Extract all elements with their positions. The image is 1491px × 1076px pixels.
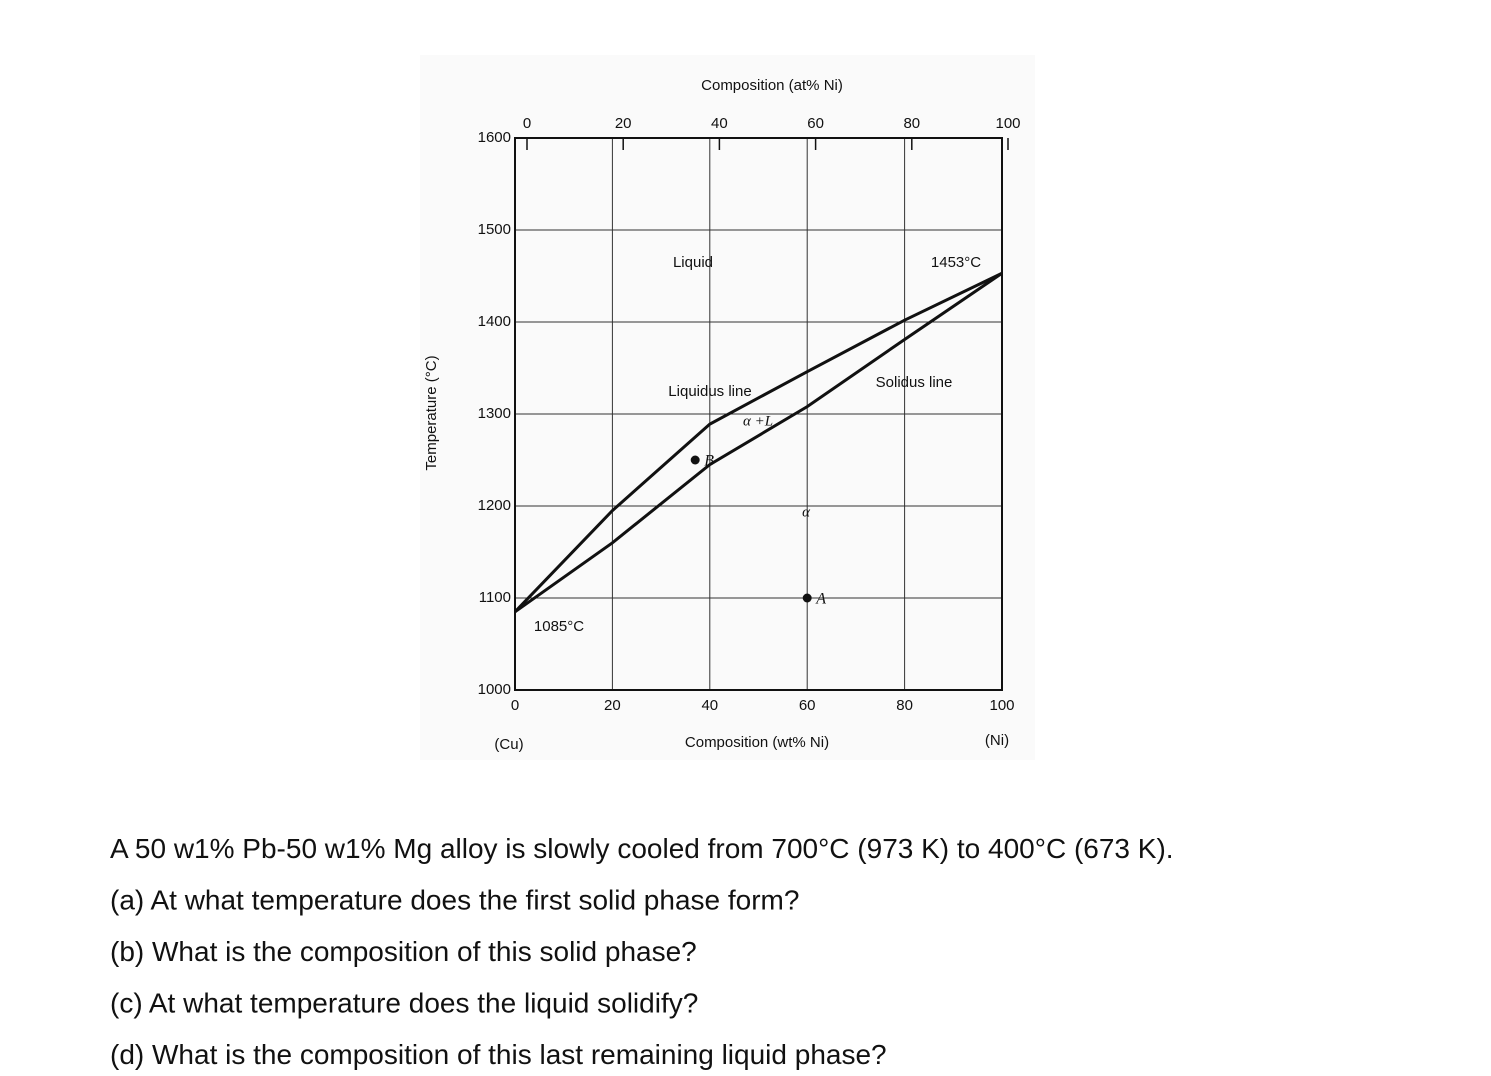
point [690, 455, 700, 465]
series-label: Solidus line [876, 374, 953, 391]
x-tick-label: 60 [799, 697, 816, 714]
annotation: α +L [743, 413, 773, 429]
chart-title: Composition (at% Ni) [701, 77, 843, 94]
question-line: (c) At what temperature does the liquid … [110, 988, 698, 1019]
x2-tick-label: 100 [995, 115, 1020, 132]
x2-tick-label: 40 [711, 115, 728, 132]
x2-tick-label: 60 [807, 115, 824, 132]
y-tick-label: 1400 [478, 313, 511, 330]
point [802, 593, 812, 603]
y-tick-label: 1600 [478, 129, 511, 146]
question-line: A 50 w1% Pb-50 w1% Mg alloy is slowly co… [110, 833, 1174, 864]
y-tick-label: 1500 [478, 221, 511, 238]
x2-tick-label: 0 [523, 115, 531, 132]
y-tick-label: 1100 [479, 589, 511, 606]
annotation: α [802, 504, 811, 520]
point-label: B [704, 453, 714, 470]
phase-line [514, 271, 1003, 614]
y-tick-label: 1000 [478, 681, 511, 698]
x-tick-label: 0 [511, 697, 519, 714]
x2-tick-label: 80 [903, 115, 920, 132]
annotation: 1085°C [534, 618, 584, 635]
y-tick-label: 1200 [478, 497, 511, 514]
y-axis-label: Temperature (°C) [423, 355, 440, 470]
x-axis-label: Composition (wt% Ni) [685, 734, 829, 751]
annotation: (Cu) [494, 736, 523, 753]
chart-background [420, 55, 1035, 760]
phase-line [513, 271, 1003, 613]
plot-frame [514, 137, 1003, 691]
annotation: 1453°C [931, 254, 981, 271]
x-tick-label: 40 [701, 697, 718, 714]
x-tick-label: 100 [989, 697, 1014, 714]
question-line: (a) At what temperature does the first s… [110, 885, 799, 916]
x2-tick-label: 20 [615, 115, 632, 132]
annotation: Liquid [673, 254, 713, 271]
series-label: Liquidus line [668, 383, 751, 400]
x-tick-label: 20 [604, 697, 621, 714]
y-tick-label: 1300 [478, 405, 511, 422]
annotation: (Ni) [985, 732, 1009, 749]
question-line: (d) What is the composition of this last… [110, 1039, 887, 1070]
point-label: A [815, 591, 826, 608]
question-line: (b) What is the composition of this soli… [110, 936, 697, 967]
x-tick-label: 80 [896, 697, 913, 714]
